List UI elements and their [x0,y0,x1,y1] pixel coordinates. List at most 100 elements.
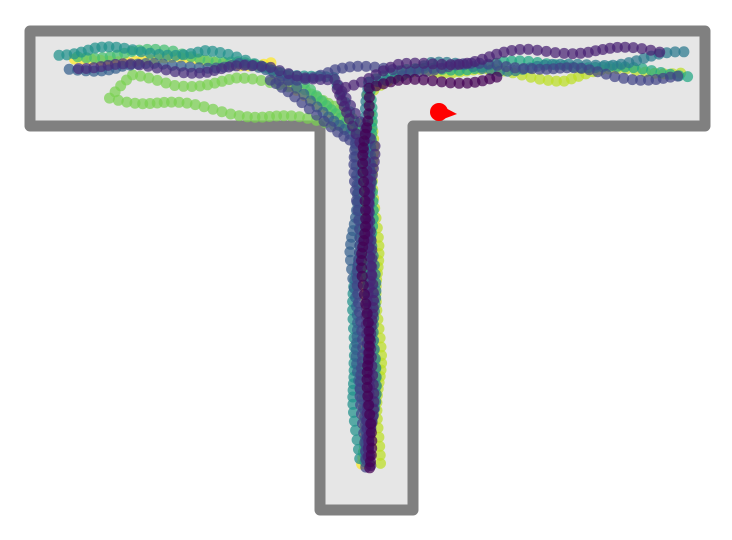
trajectory-point [73,63,84,75]
trajectory-point [274,65,286,77]
trajectory-point [409,57,421,69]
trajectory-point [360,204,372,216]
trajectory-point [351,195,362,206]
trajectory-point [609,71,621,83]
trajectory-point [636,43,648,55]
trajectory-point [225,108,237,120]
trajectory-point [89,52,101,64]
trajectory-point [365,418,377,430]
trajectory-point [506,45,518,56]
trajectory-point [293,111,305,123]
trajectory-point [669,46,681,58]
trajectory-point [365,260,377,272]
trajectory-point [352,204,364,216]
trajectory-point [169,80,181,91]
trajectory-point [583,64,595,76]
trajectory-point [358,176,370,188]
trajectory-point [285,110,297,122]
trajectory-point [491,59,503,71]
trajectory-point [194,67,206,79]
trajectory-point [178,80,189,92]
trajectory-point [357,279,369,291]
trajectory-point [672,70,684,82]
trajectory-point [364,409,376,420]
trajectory-point [509,62,521,74]
trajectory-point [427,58,439,70]
trajectory-point [619,41,631,53]
trajectory-point [264,74,276,86]
trajectory-point [360,213,372,225]
trajectory-point [273,74,285,86]
trajectory-point [349,185,361,197]
trajectory-point [637,63,648,75]
trajectory-point [500,61,512,73]
trajectory-point [445,59,457,71]
trajectory-point [427,75,439,87]
trajectory-point [216,106,228,118]
trajectory-path [356,71,503,474]
trajectory-point [357,166,369,178]
trajectory-point [645,44,657,56]
trajectory-point [135,46,147,58]
trajectory-point [247,73,259,85]
trajectory-point [375,457,386,469]
trajectory-point [53,49,65,61]
trajectory-point [104,92,115,104]
trajectory-point [181,97,193,109]
trajectory-point [567,48,579,60]
trajectory-point [283,68,294,80]
trajectory-point [366,435,378,447]
trajectory-point [61,49,73,61]
trajectory-point [97,52,109,64]
trajectory-point [357,158,369,169]
trajectory-point [356,270,368,282]
trajectory-point [558,47,570,59]
trajectory-point [125,58,137,70]
trajectory-point [491,71,503,83]
trajectory-point [607,59,619,71]
trajectory-point [198,101,210,113]
trajectory-point [522,43,534,55]
trajectory-point [392,58,404,70]
trajectory-point [618,72,630,84]
trajectory-point [540,45,552,57]
trajectory-point [358,185,370,197]
trajectory-point [361,308,373,319]
trajectory-point [363,333,375,345]
trajectory-point [366,269,378,281]
trajectory-point [127,44,139,56]
trajectory-point [453,77,465,89]
trajectory-point [112,94,124,106]
trajectory-point [143,72,155,84]
trajectory-point [360,60,372,72]
trajectory-point [151,74,163,86]
trajectory-point [348,167,360,179]
trajectory-point [247,60,259,71]
trajectory-point [291,70,303,82]
trajectory-point [363,100,375,112]
trajectory-point [654,46,666,58]
trajectory-point [542,74,554,86]
trajectory-point [160,64,172,76]
trajectory-point [360,298,372,310]
trajectory-point [514,44,526,55]
trajectory-point [359,195,371,207]
trajectory-point [534,73,546,85]
trajectory-point [363,108,375,120]
trajectory-point [418,57,430,69]
trajectory-point [162,49,173,61]
trajectory-point [363,325,375,337]
trajectory-point [298,88,310,100]
trajectory-point [80,63,92,74]
trajectory-point [362,317,374,329]
trajectory-point [436,76,448,88]
trajectory-point [178,67,190,79]
trajectory-point [518,63,530,74]
trajectory-point [144,47,156,59]
trajectory-point [118,42,130,54]
trajectory-point [626,74,638,86]
trajectory-point [600,68,612,80]
trajectory-point [331,83,343,95]
